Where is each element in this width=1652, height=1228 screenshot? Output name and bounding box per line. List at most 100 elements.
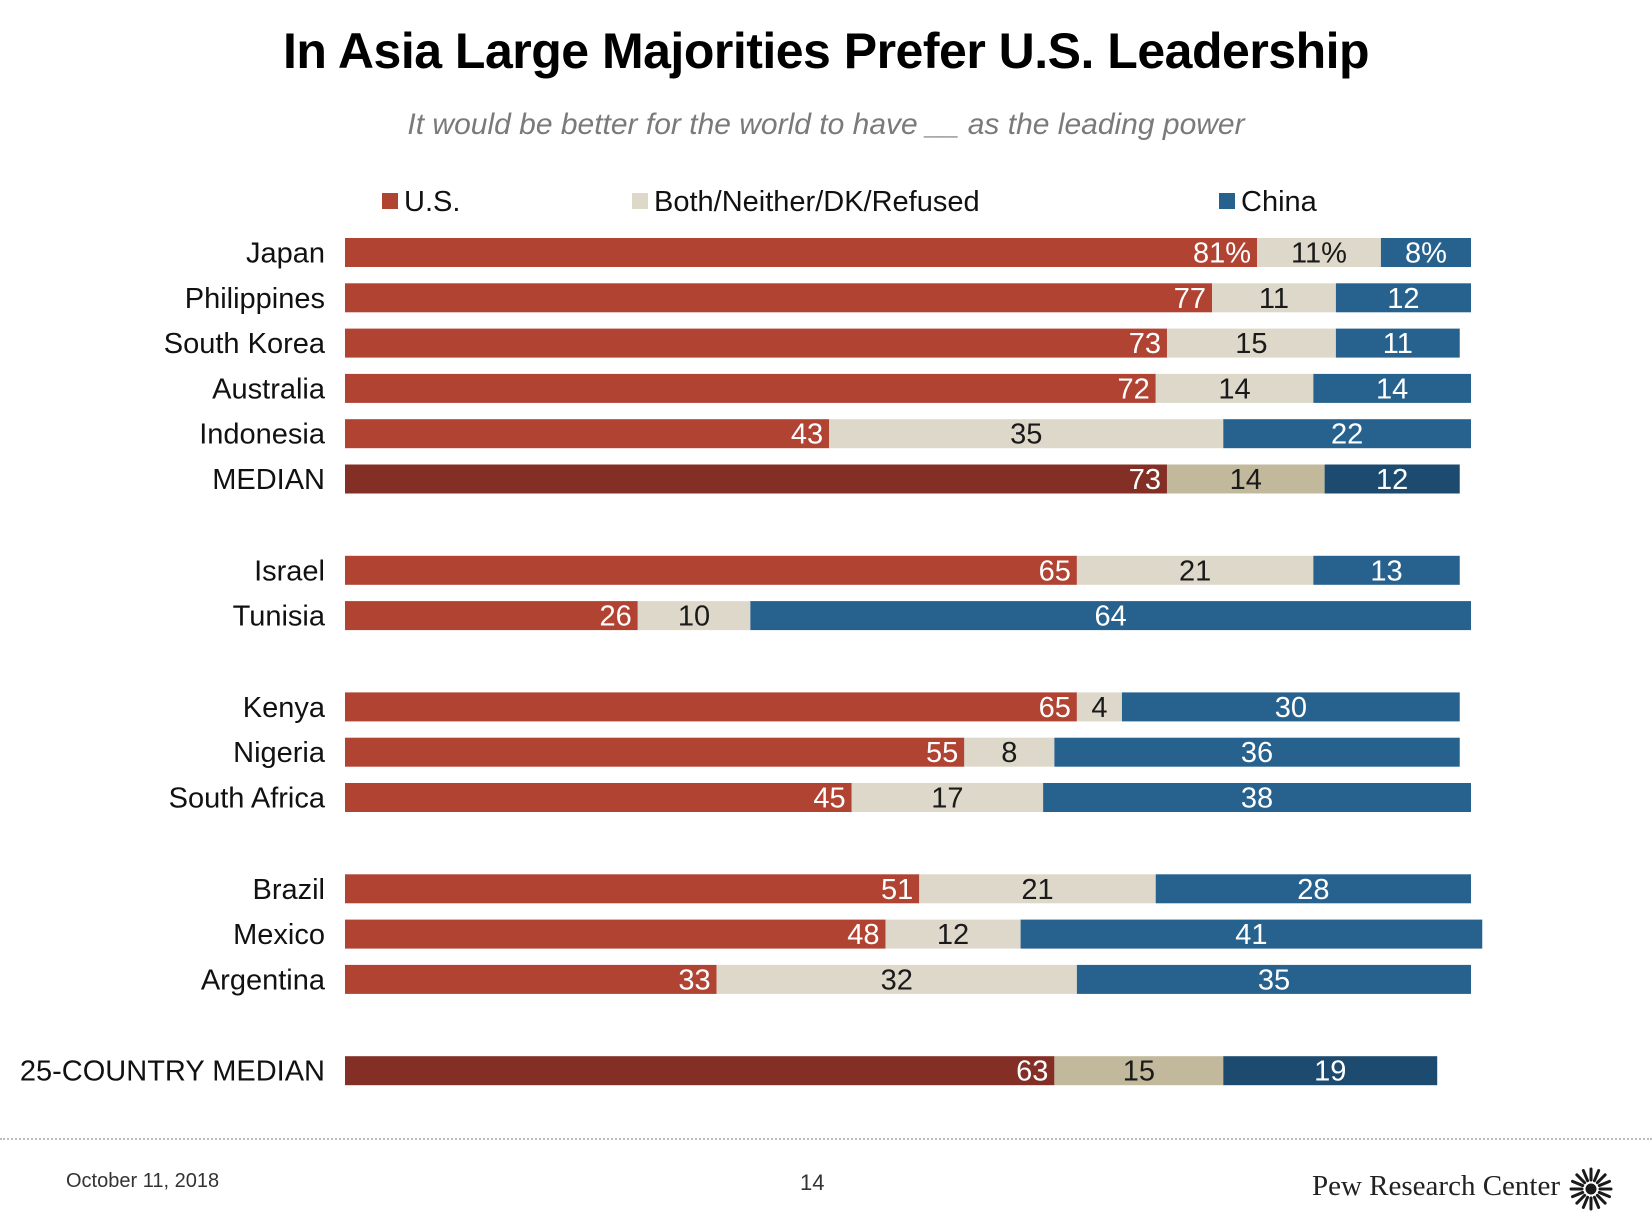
bar-both-tunisia: [637, 601, 751, 631]
logo-ray: [1592, 1195, 1601, 1209]
category-label-israel: Israel: [254, 555, 325, 587]
category-label-kenya: Kenya: [243, 692, 326, 724]
bar-us-japan: [345, 238, 1258, 267]
category-label-indonesia: Indonesia: [199, 419, 326, 451]
bar-us-philippines: [345, 283, 1213, 313]
data-label-us-nigeria: 55: [926, 737, 958, 769]
bar-china-nigeria: [1054, 737, 1460, 767]
data-label-both-mexico: 12: [937, 919, 969, 951]
category-label-nigeria: Nigeria: [233, 737, 326, 769]
data-label-china-japan: 8%: [1405, 238, 1447, 270]
data-label-us-argentina: 33: [678, 964, 710, 996]
data-label-us-south-africa: 45: [813, 783, 845, 815]
legend-swatch-china: [1219, 193, 1235, 209]
data-label-china-philippines: 12: [1387, 283, 1419, 315]
bar-china-australia: [1313, 373, 1471, 403]
data-label-us-median: 73: [1129, 464, 1161, 496]
logo-ray: [1592, 1169, 1601, 1183]
bar-both-south-africa: [851, 783, 1044, 812]
bar-us-south-africa: [345, 783, 852, 812]
legend-label-both-neither-dk-refused: Both/Neither/DK/Refused: [654, 186, 980, 218]
data-label-china-25-country-median: 19: [1314, 1056, 1346, 1088]
logo-ray: [1581, 1169, 1590, 1183]
data-label-china-kenya: 30: [1275, 692, 1307, 724]
data-label-us-south-korea: 73: [1129, 328, 1161, 360]
data-label-both-argentina: 32: [881, 964, 913, 996]
data-label-us-philippines: 77: [1174, 283, 1206, 315]
bar-both-nigeria: [964, 737, 1055, 767]
logo-ray: [1575, 1173, 1587, 1185]
bar-both-australia: [1155, 373, 1314, 403]
bar-both-japan: [1257, 238, 1381, 267]
logo-ray: [1571, 1190, 1585, 1199]
footer-date: October 11, 2018: [66, 1170, 220, 1192]
data-label-both-nigeria: 8: [1001, 737, 1017, 769]
bar-us-nigeria: [345, 737, 965, 767]
data-label-us-indonesia: 43: [791, 419, 823, 451]
logo-ray: [1595, 1173, 1607, 1185]
bar-china-kenya: [1121, 692, 1460, 722]
category-label-median: MEDIAN: [212, 464, 325, 496]
logo-ray: [1575, 1193, 1587, 1205]
category-label-brazil: Brazil: [252, 874, 325, 906]
stacked-bar-chart: U.S. Both/Neither/DK/Refused China Japan 81%…: [20, 186, 1483, 1088]
pew-logo-icon: [1569, 1167, 1613, 1211]
data-label-china-mexico: 41: [1235, 919, 1267, 951]
category-label-japan: Japan: [246, 238, 325, 270]
data-label-both-south-korea: 15: [1235, 328, 1267, 360]
data-label-china-south-korea: 11: [1383, 328, 1413, 360]
bar-us-25-country-median: [345, 1056, 1055, 1086]
data-label-china-australia: 14: [1376, 373, 1408, 405]
bar-both-mexico: [885, 919, 1021, 949]
bar-both-south-korea: [1166, 328, 1336, 358]
data-label-both-indonesia: 35: [1010, 419, 1042, 451]
data-label-china-tunisia: 64: [1095, 601, 1127, 633]
bar-china-philippines: [1335, 283, 1471, 313]
data-label-both-philippines: 11: [1259, 283, 1289, 315]
bar-china-israel: [1313, 555, 1460, 585]
bar-us-mexico: [345, 919, 886, 949]
category-label-south-africa: South Africa: [169, 783, 326, 815]
data-label-china-argentina: 35: [1258, 964, 1290, 996]
bar-both-israel: [1076, 555, 1314, 585]
data-label-china-indonesia: 22: [1331, 419, 1363, 451]
data-label-china-israel: 13: [1370, 555, 1402, 587]
bar-us-brazil: [345, 874, 920, 904]
data-label-both-kenya: 4: [1091, 692, 1107, 724]
bar-china-japan: [1380, 238, 1471, 267]
category-label-south-korea: South Korea: [164, 328, 326, 360]
bar-both-philippines: [1212, 283, 1336, 313]
legend-swatch-both-neither-dk-refused: [632, 193, 648, 209]
data-label-us-japan: 81%: [1193, 238, 1251, 270]
footer-divider: [0, 1138, 1652, 1140]
data-label-both-south-africa: 17: [931, 783, 963, 815]
data-label-both-israel: 21: [1179, 555, 1211, 587]
data-label-both-tunisia: 10: [678, 601, 710, 633]
page-number: 14: [800, 1170, 825, 1195]
bar-us-tunisia: [345, 601, 638, 631]
bar-both-indonesia: [829, 419, 1224, 449]
chart-title: In Asia Large Majorities Prefer U.S. Lea…: [282, 23, 1370, 79]
data-label-us-brazil: 51: [881, 874, 913, 906]
bar-both-median: [1166, 464, 1325, 494]
data-label-china-brazil: 28: [1297, 874, 1329, 906]
data-label-china-median: 12: [1376, 464, 1408, 496]
data-label-both-median: 14: [1230, 464, 1262, 496]
bar-china-tunisia: [750, 601, 1471, 631]
data-label-both-australia: 14: [1218, 373, 1250, 405]
bar-us-argentina: [345, 964, 717, 994]
bar-china-25-country-median: [1223, 1056, 1438, 1086]
logo-ray: [1581, 1195, 1590, 1209]
data-label-china-nigeria: 36: [1241, 737, 1273, 769]
bar-us-south-korea: [345, 328, 1167, 358]
brand-name: Pew Research Center: [1311, 1170, 1560, 1202]
bar-both-argentina: [716, 964, 1077, 994]
category-label-tunisia: Tunisia: [233, 601, 326, 633]
chart-subtitle: It would be better for the world to have…: [407, 108, 1245, 141]
data-label-both-japan: 11%: [1291, 238, 1347, 270]
bar-both-kenya: [1076, 692, 1122, 722]
legend-label-u-s: U.S.: [404, 186, 460, 218]
data-label-both-25-country-median: 15: [1123, 1056, 1155, 1088]
category-label-25-country-median: 25-COUNTRY MEDIAN: [20, 1056, 325, 1088]
bar-us-median: [345, 464, 1167, 494]
